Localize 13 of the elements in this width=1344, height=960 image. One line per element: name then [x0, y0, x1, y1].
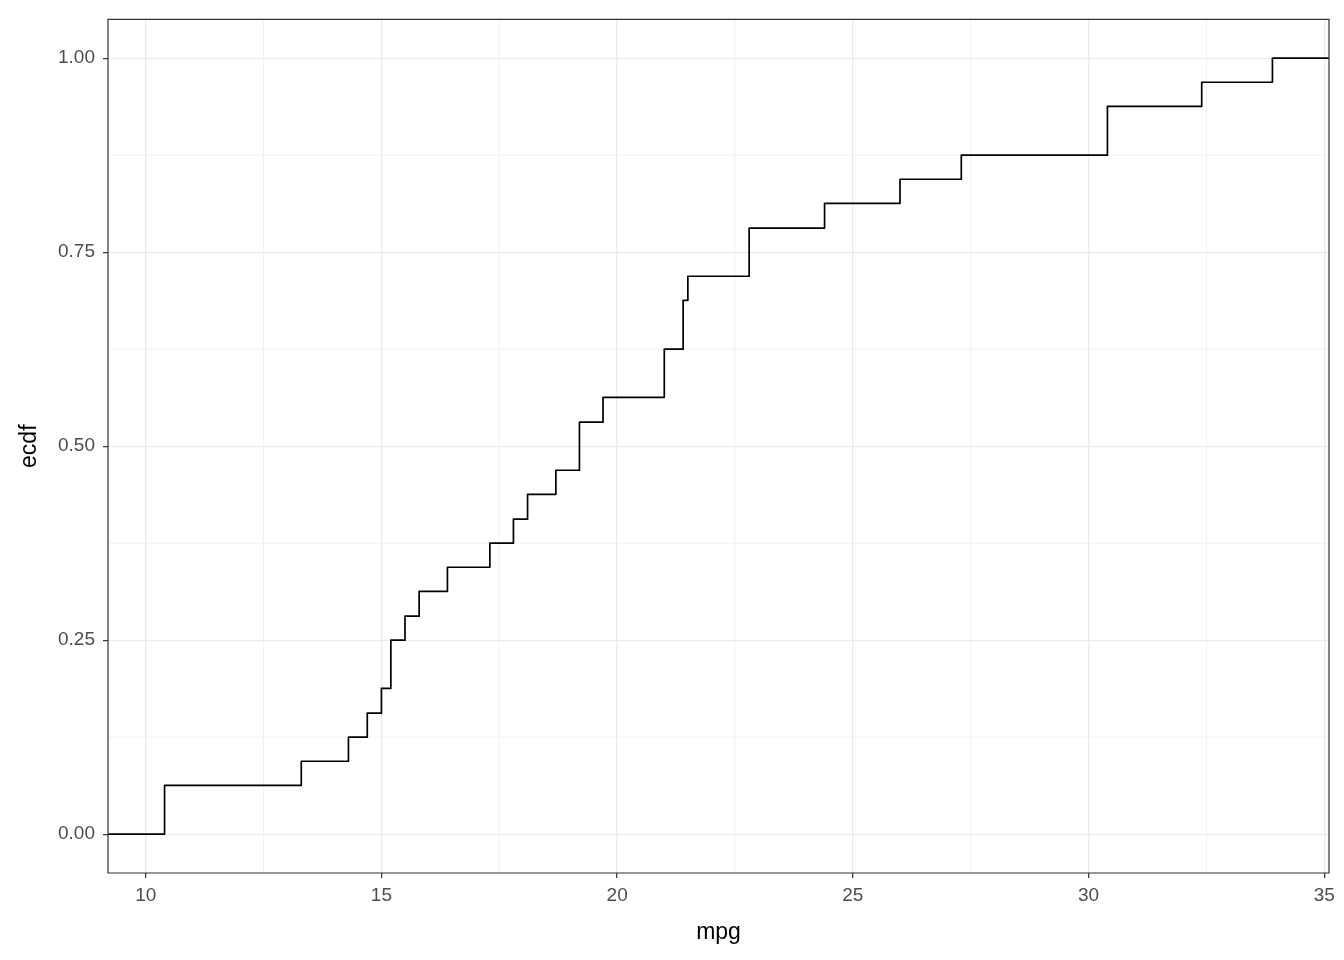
x-tick-label: 15 — [370, 883, 392, 905]
x-axis-title: mpg — [696, 917, 741, 944]
x-tick-label: 30 — [1078, 883, 1100, 905]
x-tick-label: 20 — [606, 883, 628, 905]
y-tick-label: 0.50 — [58, 434, 95, 456]
y-tick-label: 0.75 — [58, 240, 95, 262]
x-tick-label: 10 — [135, 883, 157, 905]
y-axis-title: ecdf — [15, 423, 42, 468]
y-tick-label: 0.00 — [58, 822, 95, 844]
y-tick-label: 0.25 — [58, 628, 95, 650]
x-tick-label: 25 — [842, 883, 864, 905]
y-tick-label: 1.00 — [58, 46, 95, 68]
x-tick-label: 35 — [1313, 883, 1335, 905]
